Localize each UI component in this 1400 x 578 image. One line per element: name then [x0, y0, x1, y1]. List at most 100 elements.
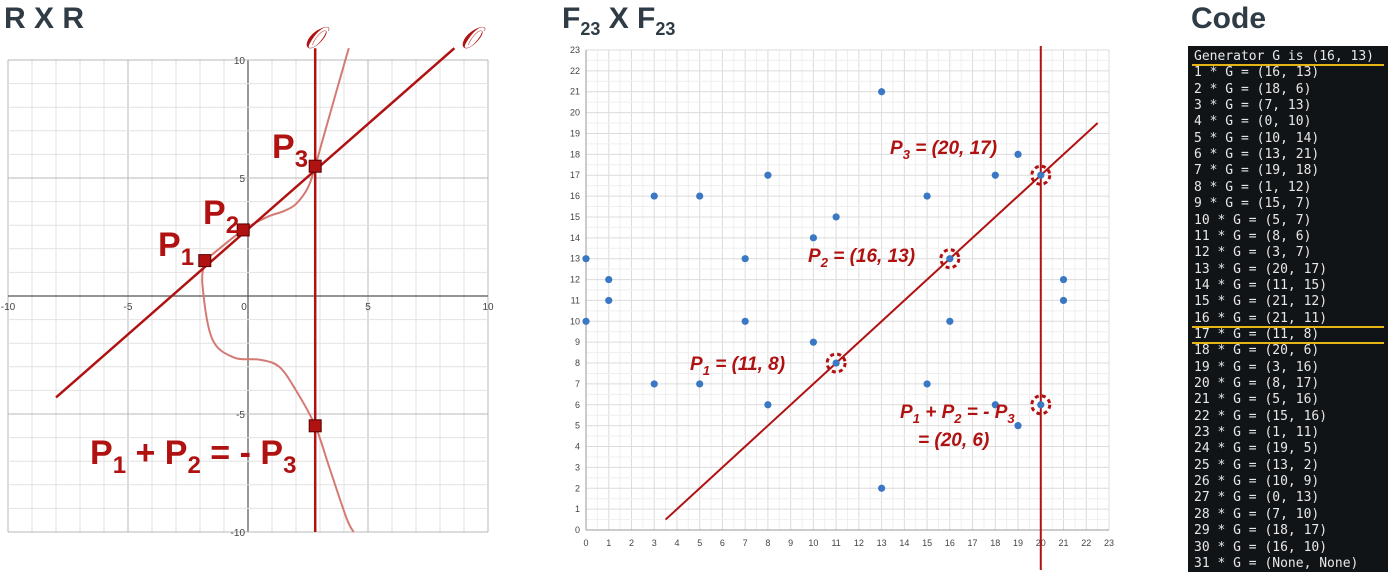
- fin-y-tick-label: 6: [575, 400, 580, 410]
- finite-tick-labels: 0123456789101112131415161718192021222301…: [570, 45, 1114, 548]
- fin-point: [764, 401, 772, 409]
- f-sum-label-line2: = (20, 6): [918, 430, 989, 451]
- real-points: [198, 159, 322, 433]
- fin-x-tick-label: 4: [674, 538, 679, 548]
- fin-point: [832, 213, 840, 221]
- fin-y-tick-label: 2: [575, 483, 580, 493]
- fin-y-tick-label: 1: [575, 504, 580, 514]
- real-x-tick-label: 10: [482, 302, 494, 313]
- fin-x-tick-label: 9: [788, 538, 793, 548]
- fin-x-tick-label: 13: [877, 538, 887, 548]
- code-title-text: Code: [1191, 2, 1266, 35]
- real-plot-title-text: R X R: [4, 2, 85, 35]
- title-sub-1: 23: [580, 19, 601, 39]
- fin-point: [605, 296, 613, 305]
- fin-x-tick-label: 18: [990, 538, 1000, 548]
- fin-x-tick-label: 14: [899, 538, 909, 548]
- header-underline: [1192, 64, 1384, 67]
- real-x-tick-label: 0: [241, 302, 247, 313]
- code-line: 17 * G = (11, 8): [1194, 326, 1320, 342]
- fin-point: [809, 234, 817, 242]
- fin-x-tick-label: 8: [765, 538, 770, 548]
- fin-y-tick-label: 0: [575, 525, 580, 535]
- f-sum-label-line1: P1 + P2 = - P3: [900, 402, 1015, 426]
- code-line: 5 * G = (10, 14): [1194, 130, 1320, 146]
- code-line: 27 * G = (0, 13): [1194, 490, 1320, 506]
- fin-x-tick-label: 16: [945, 538, 955, 548]
- fin-x-tick-label: 3: [652, 538, 657, 548]
- real-y-tick-label: -5: [236, 410, 245, 421]
- fin-x-tick-label: 7: [743, 538, 748, 548]
- fin-highlight-ring: [1030, 394, 1052, 416]
- code-line: 25 * G = (13, 2): [1194, 457, 1320, 473]
- secant-line: [55, 47, 456, 399]
- fin-y-tick-label: 23: [570, 45, 580, 55]
- real-point-marker-3: [308, 159, 322, 173]
- fin-point: [741, 255, 749, 263]
- real-x-tick-label: -5: [124, 302, 133, 313]
- fin-secant-line: [664, 122, 1099, 521]
- fin-y-tick-label: 8: [575, 358, 580, 368]
- fin-highlight-ring: [825, 352, 847, 374]
- fin-y-tick-label: 15: [570, 212, 580, 222]
- fin-x-tick-label: 15: [922, 538, 932, 548]
- code-line: 20 * G = (8, 17): [1194, 376, 1320, 391]
- fin-point: [878, 88, 886, 96]
- p2-label: P2: [203, 194, 239, 239]
- line-18-highlight: [1192, 342, 1384, 345]
- line-17-highlight: [1192, 325, 1384, 328]
- code-line: 26 * G = (10, 9): [1194, 474, 1320, 490]
- code-line: 18 * G = (20, 6): [1194, 343, 1320, 359]
- fin-point: [809, 338, 817, 346]
- real-x-tick-label: -10: [1, 302, 16, 313]
- fin-point: [1014, 422, 1022, 430]
- real-plot-title: R X R: [4, 2, 84, 36]
- fin-point: [1014, 150, 1022, 158]
- fin-highlight-ring: [1030, 164, 1052, 186]
- code-line: 15 * G = (21, 12): [1194, 294, 1328, 310]
- title-f-1: F: [562, 2, 581, 35]
- fin-point: [991, 171, 999, 179]
- real-lines: [55, 47, 456, 532]
- code-line: 31 * G = (None, None): [1194, 555, 1359, 571]
- fin-y-tick-label: 21: [570, 87, 580, 97]
- code-line: 7 * G = (19, 18): [1194, 163, 1320, 179]
- real-point-marker-2: [236, 223, 250, 237]
- fin-y-tick-label: 10: [570, 316, 580, 326]
- fin-point: [923, 380, 931, 388]
- f-p3-label: P3 = (20, 17): [890, 138, 997, 162]
- title-sub-2: 23: [655, 19, 676, 39]
- fin-point: [1059, 275, 1068, 284]
- fin-y-tick-label: 4: [575, 442, 580, 452]
- real-grid: [7, 59, 489, 533]
- fin-y-tick-label: 14: [570, 233, 580, 243]
- real-point-marker-1: [198, 254, 212, 268]
- real-tick-labels: -10 -5 0 5 10 10 5 -5 -10: [1, 56, 494, 539]
- fin-x-tick-label: 1: [606, 538, 611, 548]
- fin-point: [1037, 171, 1045, 179]
- fin-point: [878, 484, 886, 492]
- code-header-line: Generator G is (16, 13): [1194, 49, 1375, 64]
- p1-label: P1: [158, 226, 194, 271]
- fin-point: [1037, 401, 1045, 409]
- fin-y-tick-label: 5: [575, 421, 580, 431]
- code-line: 2 * G = (18, 6): [1194, 81, 1312, 97]
- fin-y-tick-label: 22: [570, 66, 580, 76]
- real-y-tick-label: 5: [239, 174, 245, 185]
- code-line: 14 * G = (11, 15): [1194, 277, 1328, 293]
- fin-point: [650, 380, 658, 388]
- title-x: X: [600, 2, 638, 35]
- code-line: 16 * G = (21, 11): [1194, 310, 1328, 326]
- code-line: 29 * G = (18, 17): [1194, 523, 1328, 539]
- f-p2-label: P2 = (16, 13): [808, 246, 915, 270]
- finite-highlight-markers: [825, 164, 1052, 416]
- fin-point: [582, 255, 590, 263]
- fin-x-tick-label: 21: [1059, 538, 1069, 548]
- finite-plot-title: F23 X F23: [562, 2, 675, 40]
- fin-y-tick-label: 19: [570, 128, 580, 138]
- code-line: 12 * G = (3, 7): [1194, 245, 1312, 261]
- fin-x-tick-label: 12: [854, 538, 864, 548]
- code-line: 4 * G = (0, 10): [1194, 114, 1312, 130]
- fin-point: [605, 275, 613, 284]
- fin-y-tick-label: 3: [575, 462, 580, 472]
